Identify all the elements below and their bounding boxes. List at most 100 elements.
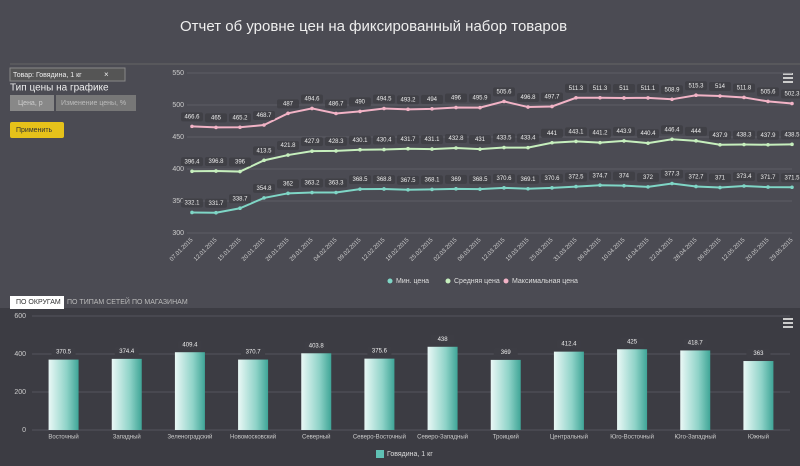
page-title: Отчет об уровне цен на фиксированный наб… <box>180 18 567 35</box>
x-tick-label: Западный <box>113 434 141 441</box>
point <box>790 142 794 147</box>
label-bg <box>325 136 347 146</box>
label-bg <box>709 130 731 140</box>
label-bg <box>589 83 611 93</box>
label-bg <box>253 183 275 193</box>
data-label: 418.7 <box>688 341 704 347</box>
data-label: 421.8 <box>280 143 296 149</box>
point <box>646 96 650 100</box>
tab[interactable]: ПО МАГАЗИНАМ <box>132 299 188 306</box>
change-button[interactable] <box>56 95 136 111</box>
x-tick-label: 06.05.2015 <box>697 237 723 263</box>
point <box>334 149 338 153</box>
menu-icon[interactable] <box>783 73 793 328</box>
x-tick-label: 20.01.2015 <box>241 237 267 263</box>
point <box>310 149 314 153</box>
label-bg <box>421 135 443 145</box>
data-label: 372.7 <box>688 175 704 181</box>
point <box>670 137 674 142</box>
button-text: Изменение цены, % <box>61 100 126 107</box>
label-bg <box>177 340 202 350</box>
label-bg <box>493 173 515 183</box>
x-tick-label: Северо-Восточный <box>353 434 406 441</box>
data-label: 375.6 <box>372 349 388 355</box>
data-label: 446.4 <box>664 127 680 133</box>
point <box>406 146 410 151</box>
legend-label: Максимальная цена <box>512 278 578 285</box>
label-bg <box>421 175 443 185</box>
x-tick-label: 19.03.2015 <box>505 237 531 263</box>
data-label: 465.2 <box>232 115 248 121</box>
data-label: 338.7 <box>232 196 248 202</box>
point <box>742 95 746 100</box>
x-tick-label: Восточный <box>48 434 78 441</box>
label-bg <box>541 173 563 183</box>
select-clear[interactable]: × <box>104 70 109 79</box>
point <box>550 186 554 190</box>
data-label: 370.5 <box>56 350 72 356</box>
x-tick-label: 06.03.2015 <box>457 237 483 263</box>
x-tick-label: Центральный <box>550 434 588 441</box>
point <box>718 142 722 147</box>
point <box>262 123 266 127</box>
point <box>358 187 362 191</box>
data-label: 505.6 <box>760 89 776 95</box>
data-label: 487 <box>283 101 294 107</box>
tab[interactable]: ПО ОКРУГАМ <box>16 299 61 306</box>
label-bg <box>685 172 707 182</box>
label-bg <box>709 173 731 183</box>
point <box>214 169 218 173</box>
point <box>478 187 482 191</box>
label-bg <box>637 172 659 182</box>
label-bg <box>613 171 635 181</box>
label-bg <box>685 81 707 91</box>
data-label: 440.4 <box>640 131 656 137</box>
label-bg <box>637 83 659 93</box>
label-bg <box>683 338 708 348</box>
label-bg <box>493 87 515 97</box>
data-label: 373.4 <box>736 174 752 180</box>
point <box>694 93 698 98</box>
data-label: 511 <box>619 86 629 92</box>
y-tick-label: 200 <box>14 389 26 396</box>
label-bg <box>373 174 395 184</box>
data-label: 468.7 <box>256 113 272 119</box>
point <box>550 104 554 109</box>
point <box>286 191 290 196</box>
point <box>598 95 602 100</box>
data-label: 412.4 <box>561 342 577 348</box>
label-bg <box>205 198 227 208</box>
x-tick-label: 12.02.2015 <box>361 237 387 263</box>
point <box>574 95 578 100</box>
bar <box>680 350 711 430</box>
active-tab[interactable] <box>10 296 64 309</box>
label-bg <box>445 174 467 184</box>
x-tick-label: 06.04.2015 <box>577 237 603 263</box>
y-tick-label: 300 <box>172 230 184 237</box>
apply-button[interactable] <box>10 122 64 138</box>
label-bg <box>517 174 539 184</box>
x-tick-label: 22.04.2015 <box>649 237 675 263</box>
label-bg <box>277 179 299 189</box>
label-bg <box>349 97 371 107</box>
point <box>238 125 242 130</box>
price-button[interactable] <box>10 95 54 111</box>
point <box>214 125 218 130</box>
legend-marker <box>376 450 384 458</box>
data-label: 486.7 <box>328 102 344 108</box>
point <box>646 185 650 189</box>
data-label: 508.9 <box>664 87 680 93</box>
x-tick-label: 07.01.2015 <box>169 237 195 263</box>
product-select[interactable] <box>9 67 126 82</box>
label-bg <box>349 175 371 185</box>
label-bg <box>445 93 467 103</box>
tab[interactable]: ПО ТИПАМ СЕТЕЙ <box>67 297 130 306</box>
point <box>598 140 602 145</box>
x-tick-label: Южный <box>748 434 769 441</box>
data-label: 371 <box>715 176 726 182</box>
point <box>454 187 458 191</box>
data-label: 444 <box>691 129 702 135</box>
point <box>382 187 386 191</box>
point <box>454 105 458 110</box>
point <box>190 124 194 129</box>
